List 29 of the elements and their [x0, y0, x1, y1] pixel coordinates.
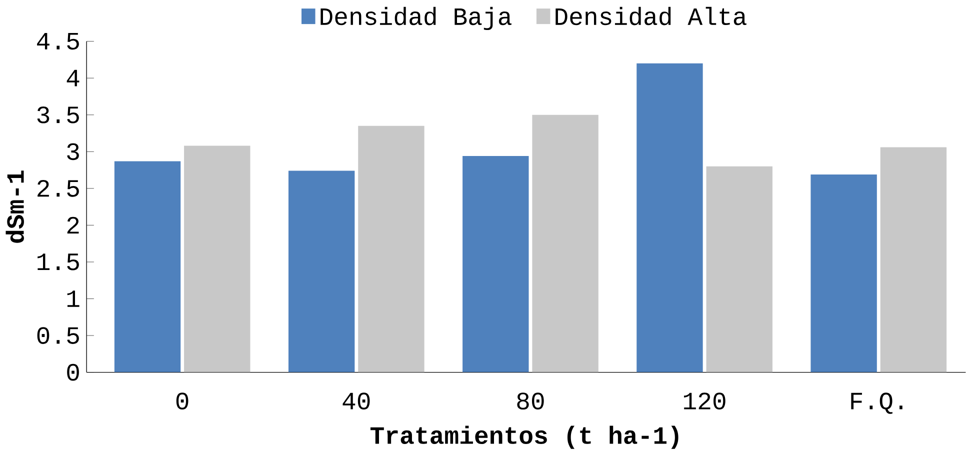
bar	[532, 115, 598, 372]
legend-label: Densidad Alta	[556, 7, 746, 26]
bar	[462, 156, 529, 372]
bar	[810, 174, 877, 372]
bar	[358, 126, 424, 372]
bar	[706, 166, 772, 372]
bar	[288, 170, 355, 372]
y-tick-label: 0	[67, 364, 79, 381]
bar	[880, 147, 947, 372]
y-tick-label: 1	[67, 290, 80, 308]
bar	[636, 64, 703, 372]
x-tick-label: 40	[342, 392, 370, 410]
x-tick-label: 80	[517, 392, 544, 410]
y-tick-label: 2.5	[38, 180, 79, 198]
y-tick-label: 3	[67, 143, 79, 160]
y-tick-label: 4.5	[37, 33, 79, 50]
bar	[114, 161, 181, 372]
x-tick-label: 120	[684, 392, 726, 410]
y-axis-title: dSm-1	[6, 170, 24, 244]
y-tick-label: 0.5	[37, 327, 79, 344]
y-tick-label: 2	[67, 217, 79, 234]
bar	[184, 146, 250, 372]
x-axis-title: Tratamientos (t ha-1)	[370, 426, 678, 450]
y-tick-label: 1.5	[38, 254, 79, 270]
legend-label: Densidad Baja	[320, 7, 512, 30]
x-tick-label: 0	[176, 392, 188, 410]
y-tick-label: 3.5	[37, 106, 79, 124]
y-tick-label: 4	[66, 70, 80, 86]
x-tick-label: F.Q.	[851, 392, 902, 414]
